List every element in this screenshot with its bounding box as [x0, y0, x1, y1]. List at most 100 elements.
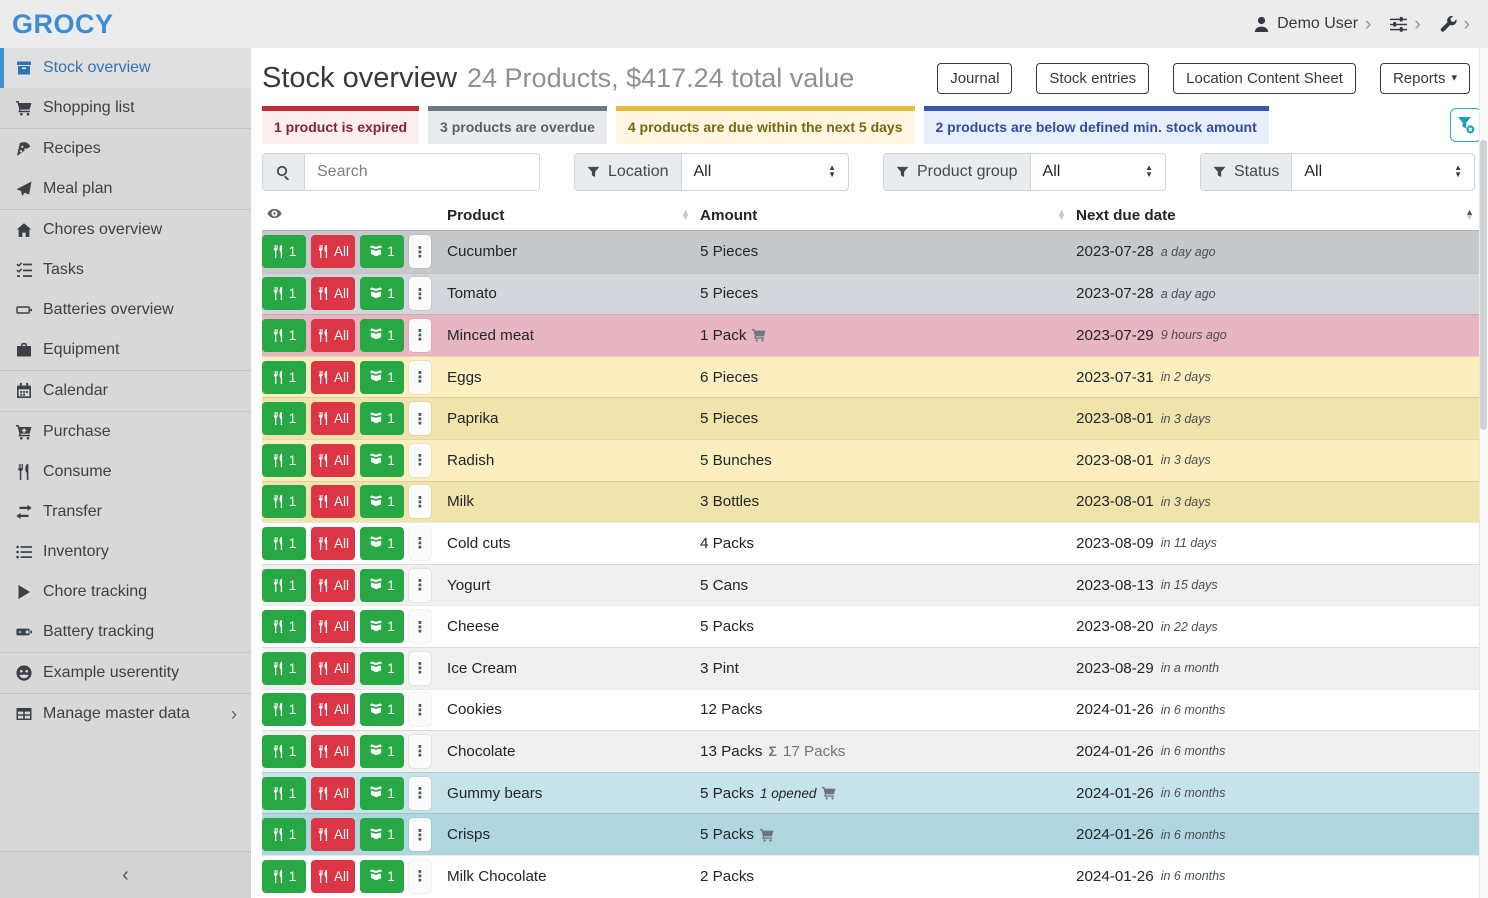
consume-all-button[interactable]: All: [311, 402, 356, 436]
settings-menu[interactable]: ›: [1390, 15, 1421, 34]
consume-one-button[interactable]: 1: [262, 277, 306, 311]
row-menu-button[interactable]: ⋮: [409, 859, 432, 893]
product-name[interactable]: Milk Chocolate: [447, 867, 547, 885]
consume-one-button[interactable]: 1: [262, 610, 306, 644]
status-card-due-soon[interactable]: 4 products are due within the next 5 day…: [615, 106, 915, 144]
sidebar-item-consume[interactable]: Consume: [0, 452, 251, 492]
status-card-below-min[interactable]: 2 products are below defined min. stock …: [923, 106, 1269, 144]
sidebar-item-battery-tracking[interactable]: Battery tracking: [0, 612, 251, 652]
clear-filters-button[interactable]: [1450, 108, 1482, 142]
open-one-button[interactable]: 1: [360, 610, 405, 644]
open-one-button[interactable]: 1: [360, 651, 405, 685]
product-name[interactable]: Cucumber: [447, 243, 518, 261]
consume-all-button[interactable]: All: [311, 776, 356, 810]
open-one-button[interactable]: 1: [360, 360, 405, 394]
consume-one-button[interactable]: 1: [262, 526, 306, 560]
row-menu-button[interactable]: ⋮: [409, 360, 432, 394]
consume-all-button[interactable]: All: [311, 859, 356, 893]
consume-one-button[interactable]: 1: [262, 734, 306, 768]
sidebar-item-shopping-list[interactable]: Shopping list: [0, 88, 251, 128]
sidebar-item-manage-master-data[interactable]: Manage master data ›: [0, 694, 251, 734]
product-name[interactable]: Yogurt: [447, 576, 491, 594]
consume-all-button[interactable]: All: [311, 568, 356, 602]
consume-all-button[interactable]: All: [311, 526, 356, 560]
product-name[interactable]: Milk: [447, 493, 474, 511]
consume-all-button[interactable]: All: [311, 360, 356, 394]
sidebar-item-equipment[interactable]: Equipment: [0, 330, 251, 370]
open-one-button[interactable]: 1: [360, 235, 405, 269]
open-one-button[interactable]: 1: [360, 277, 405, 311]
row-menu-button[interactable]: ⋮: [409, 318, 432, 352]
consume-all-button[interactable]: All: [311, 734, 356, 768]
row-menu-button[interactable]: ⋮: [409, 402, 432, 436]
sidebar-item-calendar[interactable]: Calendar: [0, 371, 251, 411]
consume-all-button[interactable]: All: [311, 318, 356, 352]
consume-one-button[interactable]: 1: [262, 235, 306, 269]
consume-one-button[interactable]: 1: [262, 859, 306, 893]
journal-button[interactable]: Journal: [937, 62, 1013, 94]
consume-all-button[interactable]: All: [311, 485, 356, 519]
sidebar-item-chores-overview[interactable]: Chores overview: [0, 210, 251, 250]
consume-all-button[interactable]: All: [311, 277, 356, 311]
product-name[interactable]: Crisps: [447, 826, 491, 844]
product-name[interactable]: Chocolate: [447, 742, 516, 760]
consume-all-button[interactable]: All: [311, 235, 356, 269]
open-one-button[interactable]: 1: [360, 693, 405, 727]
eye-icon[interactable]: [262, 206, 447, 225]
product-name[interactable]: Cookies: [447, 701, 502, 719]
sidebar-item-purchase[interactable]: Purchase: [0, 412, 251, 452]
consume-all-button[interactable]: All: [311, 693, 356, 727]
row-menu-button[interactable]: ⋮: [409, 277, 432, 311]
row-menu-button[interactable]: ⋮: [409, 568, 432, 602]
row-menu-button[interactable]: ⋮: [409, 651, 432, 685]
consume-one-button[interactable]: 1: [262, 693, 306, 727]
admin-menu[interactable]: ›: [1440, 15, 1470, 34]
consume-one-button[interactable]: 1: [262, 318, 306, 352]
sidebar-item-example-userentity[interactable]: Example userentity: [0, 653, 251, 693]
product-name[interactable]: Cheese: [447, 618, 500, 636]
sidebar-item-batteries-overview[interactable]: Batteries overview: [0, 290, 251, 330]
sidebar-collapse-button[interactable]: ‹: [0, 851, 251, 898]
consume-one-button[interactable]: 1: [262, 568, 306, 602]
consume-one-button[interactable]: 1: [262, 776, 306, 810]
row-menu-button[interactable]: ⋮: [409, 818, 432, 852]
product-name[interactable]: Ice Cream: [447, 659, 518, 677]
open-one-button[interactable]: 1: [360, 859, 405, 893]
row-menu-button[interactable]: ⋮: [409, 235, 432, 269]
sidebar-item-chore-tracking[interactable]: Chore tracking: [0, 572, 251, 612]
row-menu-button[interactable]: ⋮: [409, 485, 432, 519]
product-name[interactable]: Minced meat: [447, 326, 534, 344]
location-content-sheet-button[interactable]: Location Content Sheet: [1173, 62, 1356, 94]
sidebar-item-stock-overview[interactable]: Stock overview: [0, 48, 251, 88]
consume-all-button[interactable]: All: [311, 610, 356, 644]
product-name[interactable]: Tomato: [447, 285, 497, 303]
consume-all-button[interactable]: All: [311, 818, 356, 852]
consume-all-button[interactable]: All: [311, 651, 356, 685]
open-one-button[interactable]: 1: [360, 818, 405, 852]
scrollbar-track[interactable]: [1479, 48, 1488, 898]
product-name[interactable]: Paprika: [447, 410, 499, 428]
product-group-filter-select[interactable]: All ▲ ▼: [1031, 154, 1165, 190]
search-input[interactable]: [305, 154, 539, 190]
sidebar-item-transfer[interactable]: Transfer: [0, 492, 251, 532]
column-header-amount[interactable]: Amount ▲ ▼: [700, 206, 1066, 224]
row-menu-button[interactable]: ⋮: [409, 693, 432, 727]
open-one-button[interactable]: 1: [360, 568, 405, 602]
open-one-button[interactable]: 1: [360, 402, 405, 436]
product-name[interactable]: Gummy bears: [447, 784, 543, 802]
open-one-button[interactable]: 1: [360, 443, 405, 477]
stock-entries-button[interactable]: Stock entries: [1036, 62, 1150, 94]
user-menu[interactable]: Demo User ›: [1253, 15, 1371, 34]
open-one-button[interactable]: 1: [360, 526, 405, 560]
consume-one-button[interactable]: 1: [262, 360, 306, 394]
status-card-expired[interactable]: 1 product is expired: [262, 106, 420, 144]
row-menu-button[interactable]: ⋮: [409, 776, 432, 810]
open-one-button[interactable]: 1: [360, 734, 405, 768]
row-menu-button[interactable]: ⋮: [409, 443, 432, 477]
consume-one-button[interactable]: 1: [262, 443, 306, 477]
product-name[interactable]: Radish: [447, 451, 495, 469]
sidebar-item-inventory[interactable]: Inventory: [0, 532, 251, 572]
sidebar-item-recipes[interactable]: Recipes: [0, 129, 251, 169]
open-one-button[interactable]: 1: [360, 776, 405, 810]
reports-button[interactable]: Reports ▾: [1379, 62, 1470, 94]
